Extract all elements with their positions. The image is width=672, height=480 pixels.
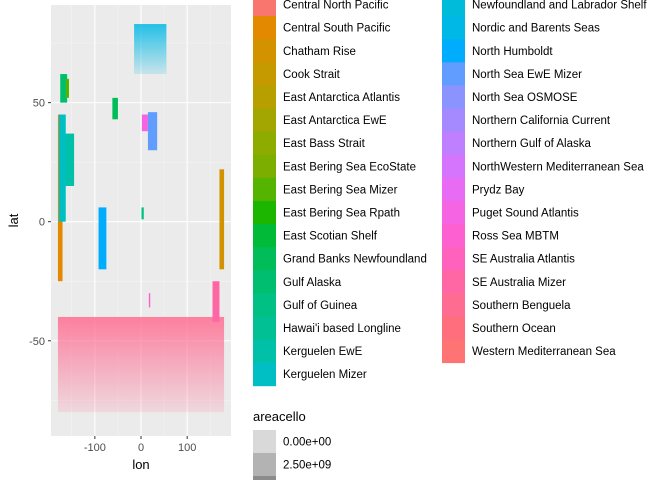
legend-label: Northern Gulf of Alaska (472, 138, 591, 150)
x-tick-label: 100 (178, 442, 196, 454)
region-shape-puget-sound-atlantis (141, 114, 148, 132)
legend-key (442, 247, 465, 271)
legend-label: Puget Sound Atlantis (472, 207, 579, 219)
legend-key (253, 200, 276, 225)
legend-label: Ross Sea MBTM (472, 231, 559, 243)
legend-key (253, 339, 276, 364)
legend-label: Hawai'i based Longline (283, 323, 401, 335)
region-shape-southern-ocean (57, 316, 225, 413)
legend-key (442, 154, 465, 179)
legend-label: Nordic and Barents Seas (472, 23, 600, 35)
region-shape-gulf-of-guinea (141, 207, 144, 220)
region-shape-grand-banks-newfoundland (112, 97, 118, 120)
legend-label: East Bass Strait (283, 138, 366, 150)
legend-label: North Sea OSMOSE (472, 92, 578, 104)
y-tick-label: 50 (33, 98, 45, 110)
x-tick-label: 0 (138, 442, 144, 454)
legend-key (253, 247, 276, 271)
legend-label: SE Australia Mizer (472, 277, 566, 289)
legend-label: East Antarctica Atlantis (283, 92, 400, 104)
legend-label: Gulf of Guinea (283, 300, 358, 312)
legend-key (442, 293, 465, 317)
y-axis-title: lat (6, 213, 21, 227)
legend-label: Central North Pacific (283, 0, 389, 12)
legend-label: Northern California Current (472, 115, 611, 127)
legend-key-areacello (253, 453, 276, 476)
legend-key (253, 270, 276, 294)
legend-label: Cook Strait (283, 69, 341, 81)
legend-key (253, 16, 276, 40)
legend-label: Southern Benguela (472, 300, 571, 312)
legend-key-areacello (253, 476, 276, 480)
legend-label: Grand Banks Newfoundland (283, 254, 427, 266)
legend-key (253, 293, 276, 317)
legend-label: Chatham Rise (283, 46, 356, 58)
legend-key (253, 108, 276, 133)
legend-key (253, 0, 276, 17)
legend-key (442, 200, 465, 225)
legend-key (253, 85, 276, 109)
region-shape-north-humboldt (98, 207, 107, 270)
legend-key (442, 224, 465, 248)
legend-label: Kerguelen Mizer (283, 369, 367, 381)
region-shape-north-sea-ewe-mizer (147, 112, 158, 151)
legend-label: Gulf Alaska (283, 277, 342, 289)
axes: -100 0 100 50 0 -50 lon lat (6, 98, 196, 472)
region-shape-gulf-alaska (60, 74, 68, 103)
legend-key (442, 0, 465, 17)
region-shape-kerguelen-mizer (58, 114, 66, 222)
legend-key (442, 16, 465, 40)
legend-label: Southern Ocean (472, 323, 556, 335)
legend-key (253, 39, 276, 63)
legend-key (253, 154, 276, 179)
legend-label: NorthWestern Mediterranean Sea (472, 161, 644, 173)
legend-label: Central South Pacific (283, 23, 391, 35)
x-axis-title: lon (132, 457, 149, 472)
legend-title-areacello: areacello (253, 409, 306, 424)
legend-key (442, 339, 465, 364)
region-shape-kerguelen-ewe (63, 133, 75, 186)
region-shape-nordic-and-barents-seas (134, 24, 167, 75)
region-shape-se-australia-mizer (212, 281, 220, 322)
y-tick-label: 0 (39, 217, 45, 229)
legend-label: Newfoundland and Labrador Shelf (472, 0, 647, 12)
legend-key (253, 131, 276, 156)
x-tick-label: -100 (84, 442, 106, 454)
region-shape-east-bering-sea-mizer (65, 78, 69, 98)
legend-key (442, 131, 465, 156)
legend: Central North Pacific Central South Pacif… (253, 0, 647, 480)
legend-label: East Antarctica EwE (283, 115, 387, 127)
legend-label: East Bering Sea EcoState (283, 161, 416, 173)
legend-label: North Humboldt (472, 46, 553, 58)
legend-key (253, 177, 276, 202)
map-regions (57, 24, 225, 413)
legend-key (253, 316, 276, 340)
y-tick-label: -50 (29, 336, 45, 348)
legend-key-areacello (253, 430, 276, 453)
legend-key (442, 85, 465, 109)
legend-label-areacello: 2.50e+09 (283, 460, 331, 472)
legend-key (253, 62, 276, 86)
legend-key (442, 316, 465, 340)
legend-key (253, 224, 276, 248)
legend-key (253, 362, 276, 387)
legend-label: North Sea EwE Mizer (472, 69, 582, 81)
region-shape-chatham-rise (219, 169, 225, 270)
legend-label: Prydz Bay (472, 184, 525, 196)
legend-label: East Scotian Shelf (283, 231, 378, 243)
legend-key (442, 177, 465, 202)
legend-key (442, 39, 465, 63)
legend-label: SE Australia Atlantis (472, 254, 575, 266)
legend-label: East Bering Sea Mizer (283, 184, 398, 196)
legend-key (442, 62, 465, 86)
region-shape-ross-sea-mbtm (148, 293, 151, 308)
legend-key (442, 270, 465, 294)
legend-label: East Bering Sea Rpath (283, 207, 400, 219)
legend-label: Western Mediterranean Sea (472, 346, 616, 358)
legend-key (442, 108, 465, 133)
legend-label-areacello: 0.00e+00 (283, 437, 331, 449)
legend-label: Kerguelen EwE (283, 346, 363, 358)
